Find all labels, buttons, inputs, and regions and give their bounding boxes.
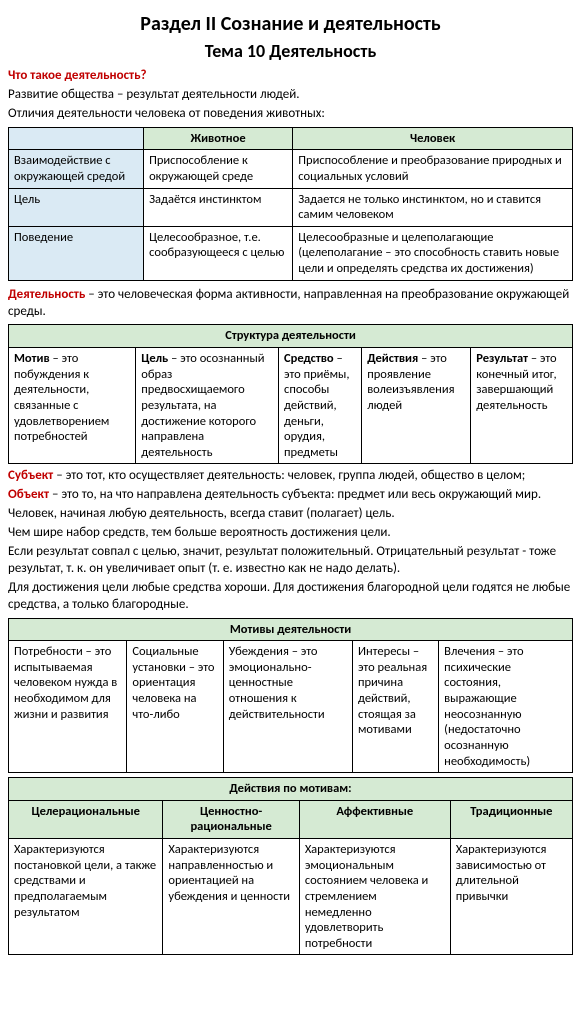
term: Субъект bbox=[8, 468, 53, 483]
definition-object: Объект – это то, на что направлена деяте… bbox=[8, 487, 573, 504]
cell: Интересы – это реальная причина действий… bbox=[352, 641, 438, 773]
cell: Целесообразное, т.е. сообразующееся с це… bbox=[144, 226, 293, 280]
cell: Приспособление и преобразование природны… bbox=[293, 150, 573, 188]
motives-table: Мотивы деятельности Потребности – это ис… bbox=[8, 618, 573, 774]
para: Если результат совпал с целью, значит, р… bbox=[8, 544, 573, 578]
col-head: Ценностно-рациональные bbox=[163, 800, 299, 838]
cell: Результат – это конечный итог, завершающ… bbox=[471, 348, 573, 464]
cell: Задается не только инстинктом, но и став… bbox=[293, 188, 573, 226]
term: Деятельность bbox=[8, 287, 85, 302]
section-title: Раздел II Сознание и деятельность bbox=[8, 12, 573, 36]
cell: Потребности – это испытываемая человеком… bbox=[9, 641, 127, 773]
col-head: Целерациональные bbox=[9, 800, 163, 838]
actions-table: Действия по мотивам: Целерациональные Це… bbox=[8, 777, 573, 955]
col-human: Человек bbox=[293, 127, 573, 150]
col-head: Аффективные bbox=[299, 800, 450, 838]
cell: Характеризуются направленностью и ориент… bbox=[163, 839, 299, 955]
cell: Целесообразные и целеполагающие (целепол… bbox=[293, 226, 573, 280]
definition-subject: Субъект – это тот, кто осуществляет деят… bbox=[8, 468, 573, 485]
rest: – это то, на что направлена деятельность… bbox=[49, 487, 541, 502]
para: Человек, начиная любую деятельность, все… bbox=[8, 506, 573, 523]
row-label: Цель bbox=[9, 188, 144, 226]
definition-activity: Деятельность – это человеческая форма ак… bbox=[8, 287, 573, 321]
cell: Характеризуются эмоциональным состоянием… bbox=[299, 839, 450, 955]
empty-cell bbox=[9, 127, 144, 150]
term: Объект bbox=[8, 487, 49, 502]
cell: Действия – это проявление волеизъявления… bbox=[362, 348, 471, 464]
theme-title: Тема 10 Деятельность bbox=[8, 40, 573, 62]
cell: Мотив – это побуждения к деятельности, с… bbox=[9, 348, 136, 464]
table-title: Мотивы деятельности bbox=[9, 618, 573, 641]
row-label: Взаимодействие с окружающей средой bbox=[9, 150, 144, 188]
cell: Убеждения – это эмоционально-ценностные … bbox=[223, 641, 352, 773]
col-head: Традиционные bbox=[450, 800, 572, 838]
cell: Цель – это осознанный образ предвосхищае… bbox=[136, 348, 279, 464]
rest: – это человеческая форма активности, нап… bbox=[8, 287, 569, 319]
intro-line-1: Развитие общества – результат деятельнос… bbox=[8, 87, 573, 104]
col-animal: Животное bbox=[144, 127, 293, 150]
cell: Характеризуются зависимостью от длительн… bbox=[450, 839, 572, 955]
structure-table: Структура деятельности Мотив – это побуж… bbox=[8, 324, 573, 464]
table-title: Структура деятельности bbox=[9, 325, 573, 348]
row-label: Поведение bbox=[9, 226, 144, 280]
cell: Приспособление к окружающей среде bbox=[144, 150, 293, 188]
question: Что такое деятельность? bbox=[8, 68, 573, 85]
para: Чем шире набор средств, тем больше вероя… bbox=[8, 525, 573, 542]
para: Для достижения цели любые средства хорош… bbox=[8, 580, 573, 614]
intro-line-2: Отличия деятельности человека от поведен… bbox=[8, 106, 573, 123]
table-title: Действия по мотивам: bbox=[9, 778, 573, 801]
rest: – это тот, кто осуществляет деятельность… bbox=[53, 468, 525, 483]
cell: Влечения – это психические состояния, вы… bbox=[439, 641, 573, 773]
cell: Характеризуются постановкой цели, а такж… bbox=[9, 839, 163, 955]
cell: Средство – это приёмы, способы действий,… bbox=[279, 348, 362, 464]
comparison-table: Животное Человек Взаимодействие с окружа… bbox=[8, 127, 573, 281]
cell: Задаётся инстинктом bbox=[144, 188, 293, 226]
cell: Социальные установки – это ориентация че… bbox=[127, 641, 223, 773]
